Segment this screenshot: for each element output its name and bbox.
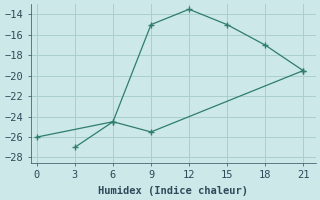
X-axis label: Humidex (Indice chaleur): Humidex (Indice chaleur) — [98, 186, 248, 196]
